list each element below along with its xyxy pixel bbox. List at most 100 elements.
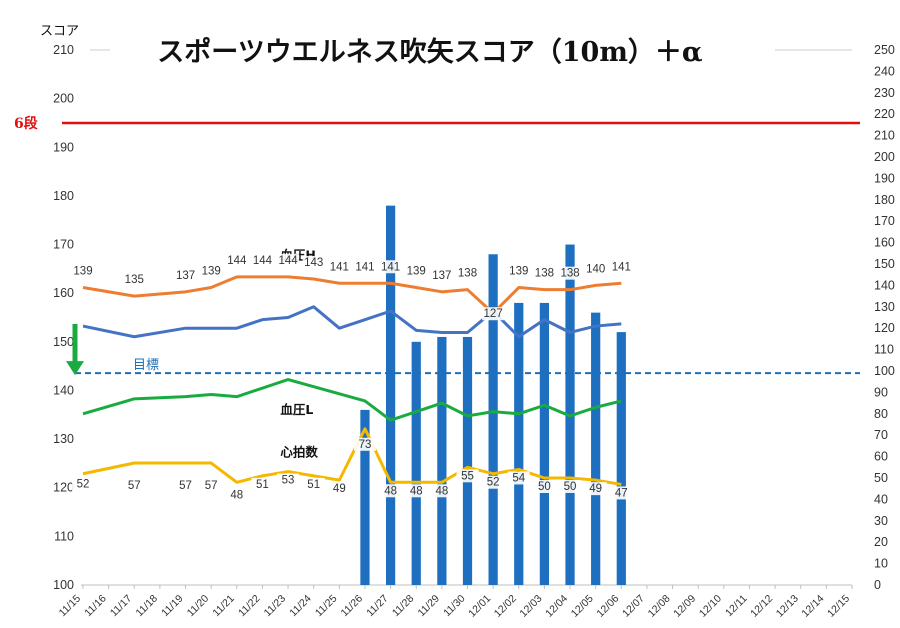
- data-label-bg: [72, 477, 94, 491]
- series-name-label: 血圧L: [280, 402, 313, 417]
- x-tick-label: 11/21: [210, 593, 237, 620]
- chart-title: スポーツウエルネス吹矢スコア（10m）＋α: [157, 36, 703, 68]
- y-right-tick-label: 140: [874, 278, 895, 292]
- x-tick-label: 11/20: [185, 593, 212, 620]
- x-tick-label: 11/25: [313, 593, 340, 620]
- x-tick-label: 11/29: [415, 593, 442, 620]
- data-label-bg: [353, 260, 376, 274]
- score-bar-11-29: [437, 336, 447, 585]
- y-right-tick-label: 10: [874, 557, 888, 571]
- data-label: 57: [205, 480, 218, 492]
- y-right-tick-label: 20: [874, 535, 888, 549]
- data-label: 141: [612, 261, 631, 273]
- data-label: 48: [230, 489, 243, 501]
- data-label-bg: [456, 266, 479, 280]
- data-label: 47: [615, 487, 628, 499]
- x-tick-label: 11/28: [390, 593, 417, 620]
- data-label-bg: [379, 484, 402, 498]
- y-right-tick-label: 120: [874, 321, 895, 335]
- data-label-bg: [200, 479, 223, 493]
- x-tick-label: 12/01: [466, 593, 493, 620]
- score-bar-11-30: [462, 336, 473, 585]
- y-left-tick-label: 160: [53, 286, 74, 300]
- data-label: 141: [355, 261, 374, 273]
- x-tick-label: 11/15: [57, 593, 84, 620]
- y-left-tick-label: 190: [53, 140, 74, 154]
- x-tick-label: 12/08: [646, 593, 673, 620]
- data-label: 139: [73, 266, 92, 278]
- data-label: 138: [560, 268, 579, 280]
- data-label: 141: [381, 261, 400, 273]
- data-label: 57: [128, 480, 141, 492]
- y-right-tick-label: 110: [874, 343, 894, 357]
- data-label-bg: [225, 488, 248, 502]
- series-line-3: [82, 427, 622, 486]
- data-label-bg: [353, 437, 376, 451]
- data-label-bg: [405, 264, 428, 278]
- series-line-2: [82, 378, 622, 422]
- score-bar-11-28: [411, 341, 421, 585]
- data-label-bg: [430, 268, 453, 282]
- data-label-bg: [200, 264, 223, 278]
- y-right-tick-label: 160: [874, 236, 895, 250]
- data-label: 52: [487, 477, 500, 489]
- score-bar-12-05: [591, 312, 601, 585]
- x-tick-label: 11/18: [134, 593, 161, 620]
- y-right-tick-label: 90: [874, 385, 888, 399]
- y-right-tick-label: 100: [874, 364, 895, 378]
- y-right-tick-label: 70: [874, 428, 888, 442]
- y-right-tick-label: 190: [874, 171, 895, 185]
- data-label-bg: [277, 253, 300, 267]
- y-right-tick-label: 170: [874, 214, 895, 228]
- data-label: 53: [282, 475, 295, 487]
- data-label: 127: [484, 308, 503, 320]
- x-tick-label: 12/06: [594, 593, 621, 620]
- data-label: 138: [535, 268, 554, 280]
- data-label: 48: [435, 485, 448, 497]
- y-right-tick-label: 60: [874, 450, 888, 464]
- y-right-tick-label: 180: [874, 193, 895, 207]
- data-label: 137: [176, 270, 195, 282]
- data-label-bg: [225, 253, 248, 267]
- x-tick-label: 11/27: [364, 593, 391, 620]
- y-right-tick-label: 240: [874, 64, 895, 78]
- x-tick-label: 12/13: [774, 593, 801, 620]
- data-label-bg: [328, 482, 351, 496]
- y-right-tick-label: 80: [874, 407, 888, 421]
- x-tick-label: 11/19: [159, 593, 186, 620]
- score-bar-12-01: [488, 254, 498, 586]
- score-bar-12-06: [616, 332, 626, 585]
- y-right-tick-label: 130: [874, 300, 895, 314]
- data-label-bg: [456, 469, 479, 483]
- data-label: 50: [538, 481, 551, 493]
- series-line-1: [82, 305, 622, 339]
- data-label: 52: [77, 479, 90, 491]
- x-tick-label: 11/24: [287, 593, 314, 620]
- data-label-bg: [251, 253, 274, 267]
- score-bar-11-26: [360, 409, 370, 585]
- y-left-tick-label: 170: [53, 238, 74, 252]
- score-bar-11-27: [385, 205, 396, 586]
- data-label-bg: [430, 484, 453, 498]
- data-label: 139: [202, 266, 221, 278]
- y-right-tick-label: 50: [874, 471, 888, 485]
- y-left-tick-label: 210: [53, 43, 74, 57]
- data-label: 144: [253, 255, 273, 267]
- x-tick-label: 12/05: [569, 593, 596, 620]
- data-label-bg: [405, 484, 428, 498]
- data-label: 48: [384, 485, 397, 497]
- x-tick-label: 12/12: [748, 593, 775, 620]
- data-label: 144: [278, 255, 298, 267]
- data-label: 135: [125, 274, 144, 286]
- series-line-0: [82, 275, 622, 315]
- data-label: 54: [512, 472, 525, 484]
- x-tick-label: 11/16: [82, 593, 109, 620]
- data-label: 143: [304, 257, 323, 269]
- y-left-tick-label: 130: [53, 432, 74, 446]
- data-label-bg: [328, 260, 351, 274]
- data-label-bg: [559, 266, 582, 280]
- data-label-bg: [533, 266, 556, 280]
- data-label: 138: [458, 268, 477, 280]
- y-right-tick-label: 210: [874, 129, 895, 143]
